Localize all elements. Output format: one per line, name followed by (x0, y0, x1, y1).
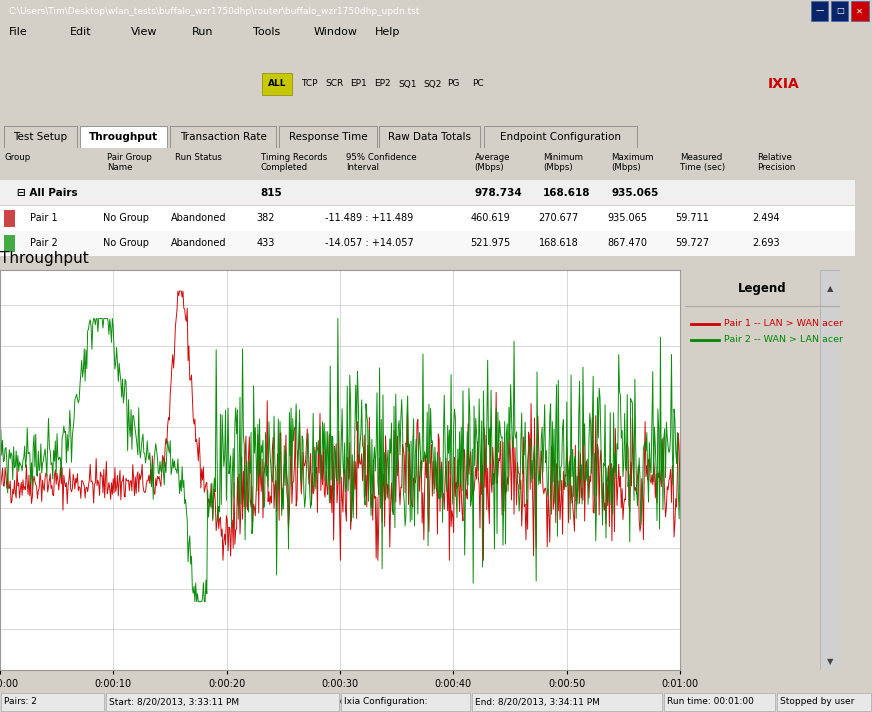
Bar (80, 126, 167, 148)
Text: ▼: ▼ (827, 657, 833, 666)
Text: C:\Users\Tim\Desktop\wlan_tests\buffalo_wzr1750dhp\router\buffalo_wzr1750dhp_upd: C:\Users\Tim\Desktop\wlan_tests\buffalo_… (9, 6, 420, 16)
Text: 2.494: 2.494 (753, 213, 780, 223)
Text: Pair 2 -- WAN > LAN acer: Pair 2 -- WAN > LAN acer (724, 335, 842, 345)
Text: Window: Window (314, 27, 358, 37)
Bar (341, 693, 470, 711)
Bar (4, 211, 15, 227)
Text: Pair 2: Pair 2 (30, 238, 58, 248)
Text: Throughput: Throughput (0, 251, 89, 266)
Bar (472, 693, 662, 711)
Text: PC: PC (472, 80, 483, 88)
Text: Measured
Time (sec): Measured Time (sec) (680, 153, 725, 172)
Bar (170, 126, 276, 148)
Text: ALL: ALL (268, 80, 286, 88)
Bar (831, 1, 848, 21)
Bar (484, 126, 637, 148)
Text: —: — (815, 6, 824, 16)
Bar (0, 206, 855, 231)
X-axis label: Elapsed time (h:mm:ss): Elapsed time (h:mm:ss) (269, 695, 411, 708)
Text: File: File (9, 27, 28, 37)
Text: -14.057 : +14.057: -14.057 : +14.057 (325, 238, 413, 248)
Text: IXIA: IXIA (767, 77, 799, 91)
Bar (851, 1, 869, 21)
Bar (811, 1, 828, 21)
Text: 460.619: 460.619 (470, 213, 510, 223)
Text: 815: 815 (261, 188, 283, 198)
Text: Pair 1 -- LAN > WAN acer: Pair 1 -- LAN > WAN acer (724, 320, 842, 328)
Text: 59.711: 59.711 (676, 213, 709, 223)
Text: -11.489 : +11.489: -11.489 : +11.489 (325, 213, 413, 223)
Text: Endpoint Configuration: Endpoint Configuration (500, 132, 621, 142)
Text: 95% Confidence
Interval: 95% Confidence Interval (346, 153, 417, 172)
Text: Throughput: Throughput (89, 132, 159, 142)
Text: Stopped by user: Stopped by user (780, 698, 855, 706)
Bar (1, 693, 104, 711)
Text: 867.470: 867.470 (607, 238, 647, 248)
Text: Run Status: Run Status (175, 153, 222, 162)
Text: Abandoned: Abandoned (171, 213, 227, 223)
Text: Pairs: 2: Pairs: 2 (4, 698, 37, 706)
Text: EP2: EP2 (374, 80, 391, 88)
Bar (820, 270, 840, 670)
Text: Legend: Legend (739, 282, 787, 295)
Text: End: 8/20/2013, 3:34:11 PM: End: 8/20/2013, 3:34:11 PM (475, 698, 600, 706)
Text: Maximum
(Mbps): Maximum (Mbps) (611, 153, 654, 172)
Text: Help: Help (375, 27, 400, 37)
Text: Abandoned: Abandoned (171, 238, 227, 248)
Text: Tools: Tools (253, 27, 280, 37)
Text: Response Time: Response Time (289, 132, 367, 142)
Text: SQ1: SQ1 (399, 80, 417, 88)
Text: Test Setup: Test Setup (13, 132, 68, 142)
Text: Transaction Rate: Transaction Rate (180, 132, 267, 142)
Text: 935.065: 935.065 (611, 188, 658, 198)
Text: Start: 8/20/2013, 3:33:11 PM: Start: 8/20/2013, 3:33:11 PM (109, 698, 239, 706)
Text: Minimum
(Mbps): Minimum (Mbps) (543, 153, 582, 172)
Text: View: View (131, 27, 157, 37)
Text: 935.065: 935.065 (607, 213, 647, 223)
Text: No Group: No Group (103, 238, 148, 248)
Text: 382: 382 (256, 213, 275, 223)
Text: TCP: TCP (301, 80, 317, 88)
Text: Edit: Edit (70, 27, 92, 37)
Bar (4, 236, 15, 252)
Bar (777, 693, 871, 711)
Text: Ixia Configuration:: Ixia Configuration: (344, 698, 428, 706)
Text: SQ2: SQ2 (423, 80, 441, 88)
Bar (0, 180, 855, 205)
Text: 168.618: 168.618 (543, 188, 590, 198)
Text: Pair 1: Pair 1 (30, 213, 58, 223)
Bar (106, 693, 339, 711)
Text: ⊟ All Pairs: ⊟ All Pairs (17, 188, 78, 198)
Text: ✕: ✕ (856, 6, 863, 16)
Text: ▲: ▲ (827, 284, 833, 293)
Bar (279, 126, 377, 148)
Text: SCR: SCR (325, 80, 344, 88)
Text: PG: PG (447, 80, 460, 88)
Text: 270.677: 270.677 (539, 213, 579, 223)
Text: 59.727: 59.727 (676, 238, 710, 248)
Text: EP1: EP1 (350, 80, 366, 88)
Text: Group: Group (4, 153, 31, 162)
Text: Pair Group
Name: Pair Group Name (107, 153, 152, 172)
Bar (0, 231, 855, 256)
Text: □: □ (835, 6, 844, 16)
Text: Run: Run (192, 27, 214, 37)
Text: Raw Data Totals: Raw Data Totals (388, 132, 471, 142)
Text: No Group: No Group (103, 213, 148, 223)
Text: 2.693: 2.693 (753, 238, 780, 248)
Text: Average
(Mbps): Average (Mbps) (474, 153, 510, 172)
Text: Run time: 00:01:00: Run time: 00:01:00 (667, 698, 754, 706)
Text: Relative
Precision: Relative Precision (757, 153, 795, 172)
Bar (664, 693, 775, 711)
Text: Timing Records
Completed: Timing Records Completed (261, 153, 327, 172)
Text: 168.618: 168.618 (539, 238, 578, 248)
Text: 521.975: 521.975 (470, 238, 510, 248)
Bar (4, 126, 77, 148)
Text: 433: 433 (256, 238, 275, 248)
Bar (262, 73, 292, 95)
Bar (379, 126, 480, 148)
Text: 978.734: 978.734 (474, 188, 522, 198)
